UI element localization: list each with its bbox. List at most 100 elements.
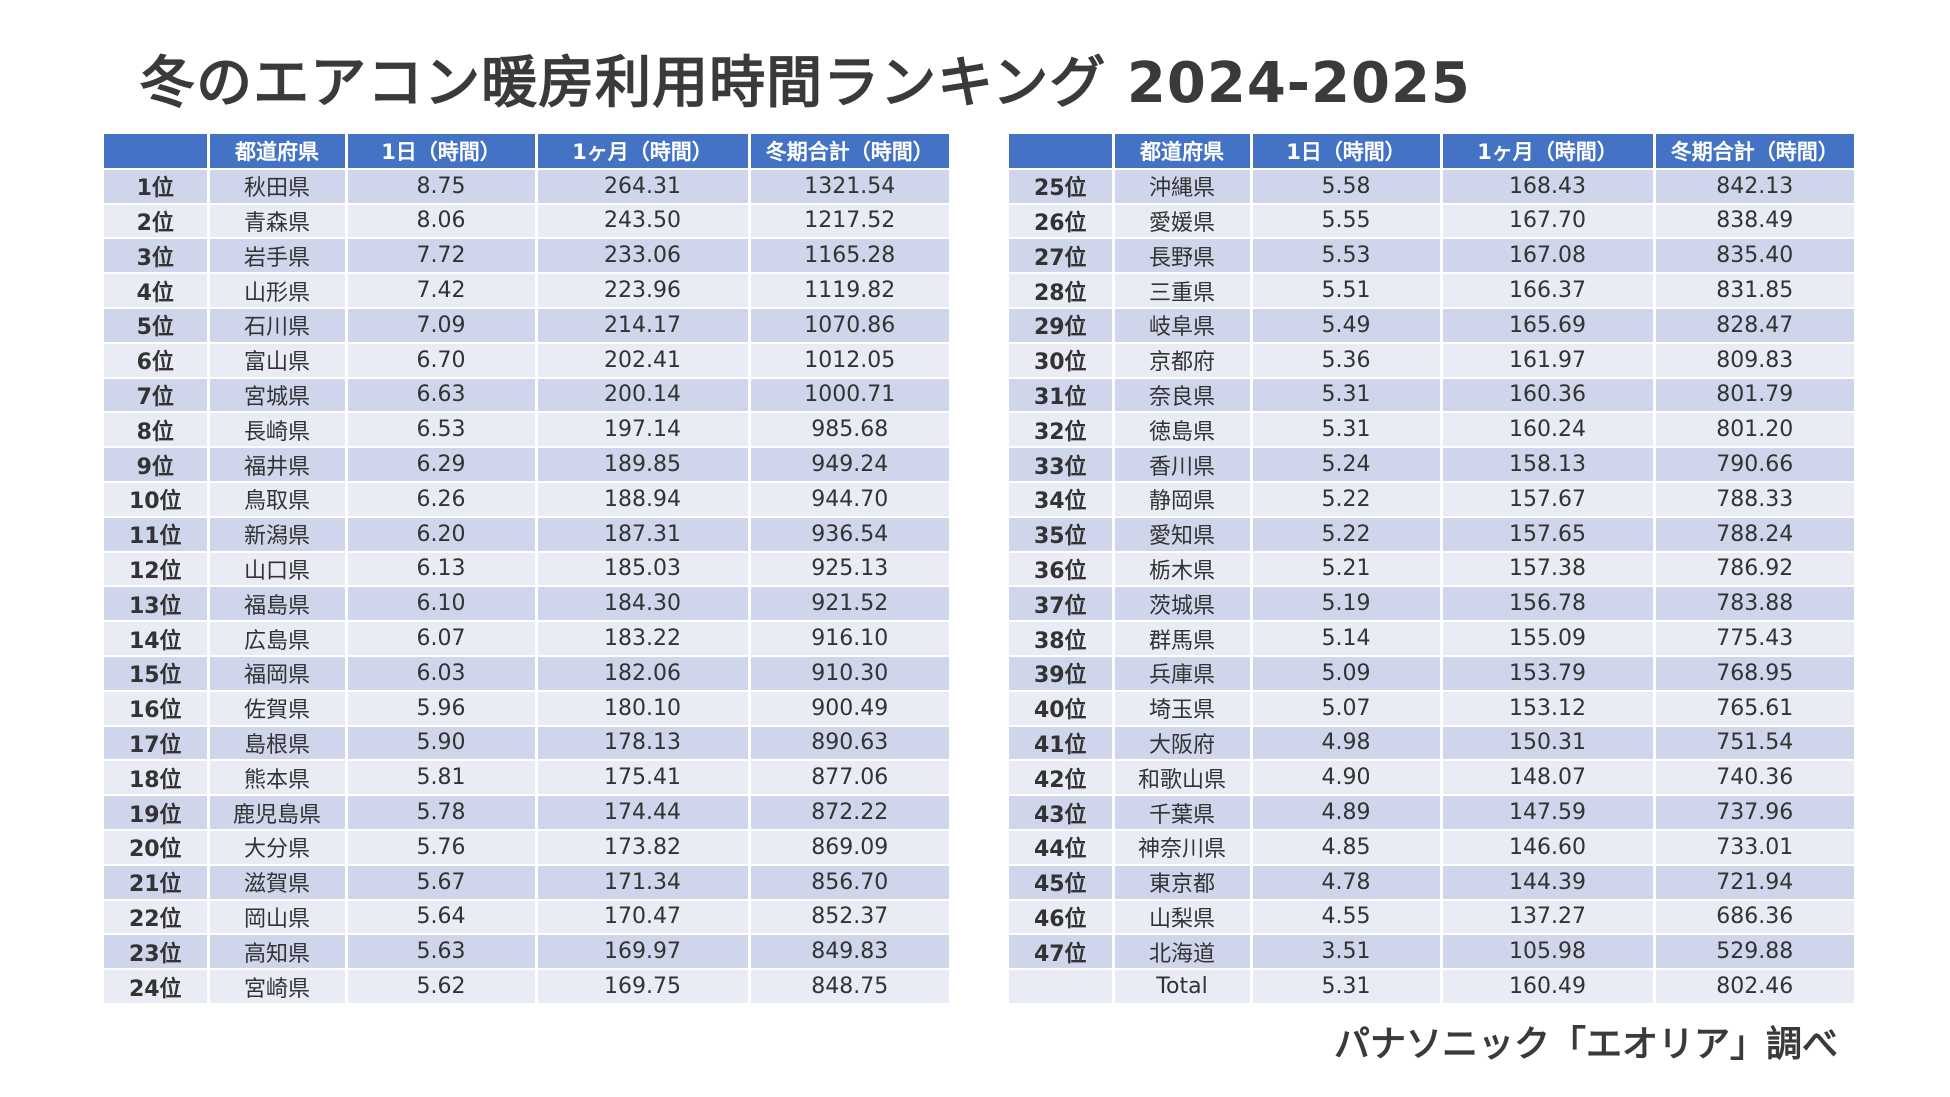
table-row: 43位 千葉県 4.89 147.59 737.96 [1009, 795, 1854, 831]
rank-cell: 18位 [104, 760, 210, 797]
table-row: 31位 奈良県 5.31 160.36 801.79 [1009, 377, 1854, 414]
prefecture-cell: 千葉県 [1113, 795, 1253, 831]
per-month-cell: 105.98 [1441, 934, 1656, 971]
rank-cell: 24位 [104, 969, 210, 1005]
per-month-cell: 183.22 [536, 621, 751, 657]
rank-cell: 32位 [1009, 412, 1115, 449]
rank-cell: 11位 [104, 516, 210, 553]
table-row: 23位 高知県 5.63 169.97 849.83 [104, 934, 949, 971]
winter-total-cell: 802.46 [1654, 969, 1854, 1005]
table-row: 5位 石川県 7.09 214.17 1070.86 [104, 307, 949, 344]
winter-total-cell: 1321.54 [749, 168, 949, 205]
winter-total-cell: 740.36 [1654, 760, 1854, 797]
prefecture-cell: 鳥取県 [208, 481, 348, 518]
per-month-cell: 167.08 [1441, 238, 1656, 275]
prefecture-cell: 福岡県 [208, 655, 348, 692]
per-day-cell: 5.78 [346, 795, 538, 831]
rank-cell: 22位 [104, 899, 210, 936]
header-per-month: 1ヶ月（時間） [536, 134, 751, 170]
rank-cell: 34位 [1009, 481, 1115, 518]
table-row: 26位 愛媛県 5.55 167.70 838.49 [1009, 203, 1854, 240]
per-month-cell: 168.43 [1441, 168, 1656, 205]
per-day-cell: 6.53 [346, 412, 538, 449]
prefecture-cell: 山梨県 [1113, 899, 1253, 936]
per-day-cell: 5.67 [346, 864, 538, 901]
winter-total-cell: 786.92 [1654, 551, 1854, 588]
prefecture-cell: 愛媛県 [1113, 203, 1253, 240]
prefecture-cell: 石川県 [208, 307, 348, 344]
winter-total-cell: 852.37 [749, 899, 949, 936]
table-header-row: 都道府県 1日（時間） 1ヶ月（時間） 冬期合計（時間） [104, 134, 949, 170]
header-prefecture: 都道府県 [208, 134, 348, 170]
per-day-cell: 4.85 [1251, 829, 1443, 866]
rank-cell: 2位 [104, 203, 210, 240]
rank-cell: 23位 [104, 934, 210, 971]
rank-cell: 25位 [1009, 168, 1115, 205]
table-row: 47位 北海道 3.51 105.98 529.88 [1009, 934, 1854, 971]
per-day-cell: 5.76 [346, 829, 538, 866]
rank-cell: 1位 [104, 168, 210, 205]
rank-cell: 28位 [1009, 273, 1115, 309]
prefecture-cell: Total [1113, 969, 1253, 1005]
per-month-cell: 171.34 [536, 864, 751, 901]
table-row: 22位 岡山県 5.64 170.47 852.37 [104, 899, 949, 936]
rank-cell: 12位 [104, 551, 210, 588]
prefecture-cell: 奈良県 [1113, 377, 1253, 414]
rank-cell: 47位 [1009, 934, 1115, 971]
rank-cell: 35位 [1009, 516, 1115, 553]
prefecture-cell: 宮城県 [208, 377, 348, 414]
source-note: パナソニック「エオリア」調べ [1333, 1024, 1838, 1065]
rank-cell: 7位 [104, 377, 210, 414]
per-day-cell: 8.06 [346, 203, 538, 240]
rank-cell: 42位 [1009, 760, 1115, 797]
table-row: 21位 滋賀県 5.67 171.34 856.70 [104, 864, 949, 901]
per-month-cell: 157.38 [1441, 551, 1656, 588]
table-row: 13位 福島県 6.10 184.30 921.52 [104, 586, 949, 623]
table-row: 46位 山梨県 4.55 137.27 686.36 [1009, 899, 1854, 936]
per-day-cell: 6.13 [346, 551, 538, 588]
rank-cell: 17位 [104, 725, 210, 762]
winter-total-cell: 801.79 [1654, 377, 1854, 414]
rank-cell: 20位 [104, 829, 210, 866]
prefecture-cell: 愛知県 [1113, 516, 1253, 553]
table-row: 36位 栃木県 5.21 157.38 786.92 [1009, 551, 1854, 588]
per-month-cell: 188.94 [536, 481, 751, 518]
table-row: 28位 三重県 5.51 166.37 831.85 [1009, 273, 1854, 309]
table-row: 34位 静岡県 5.22 157.67 788.33 [1009, 481, 1854, 518]
table-row: 40位 埼玉県 5.07 153.12 765.61 [1009, 690, 1854, 727]
table-row: 32位 徳島県 5.31 160.24 801.20 [1009, 412, 1854, 449]
per-month-cell: 169.75 [536, 969, 751, 1005]
per-day-cell: 5.36 [1251, 342, 1443, 379]
prefecture-cell: 長野県 [1113, 238, 1253, 275]
table-row: 20位 大分県 5.76 173.82 869.09 [104, 829, 949, 866]
rank-cell: 16位 [104, 690, 210, 727]
per-month-cell: 264.31 [536, 168, 751, 205]
per-day-cell: 4.89 [1251, 795, 1443, 831]
per-day-cell: 8.75 [346, 168, 538, 205]
per-day-cell: 5.31 [1251, 377, 1443, 414]
per-month-cell: 156.78 [1441, 586, 1656, 623]
winter-total-cell: 828.47 [1654, 307, 1854, 344]
per-day-cell: 5.22 [1251, 481, 1443, 518]
table-row: 19位 鹿児島県 5.78 174.44 872.22 [104, 795, 949, 831]
rank-cell [1009, 969, 1115, 1005]
prefecture-cell: 栃木県 [1113, 551, 1253, 588]
table-row: 2位 青森県 8.06 243.50 1217.52 [104, 203, 949, 240]
winter-total-cell: 775.43 [1654, 621, 1854, 657]
per-month-cell: 174.44 [536, 795, 751, 831]
per-month-cell: 165.69 [1441, 307, 1656, 344]
table-row: 11位 新潟県 6.20 187.31 936.54 [104, 516, 949, 553]
rank-cell: 33位 [1009, 447, 1115, 483]
rank-cell: 14位 [104, 621, 210, 657]
ranking-table-left: 都道府県 1日（時間） 1ヶ月（時間） 冬期合計（時間） 1位 秋田県 8.75 26… [104, 134, 949, 1005]
prefecture-cell: 沖縄県 [1113, 168, 1253, 205]
per-day-cell: 5.62 [346, 969, 538, 1005]
per-day-cell: 5.14 [1251, 621, 1443, 657]
header-rank [1009, 134, 1115, 170]
per-month-cell: 153.79 [1441, 655, 1656, 692]
winter-total-cell: 921.52 [749, 586, 949, 623]
per-month-cell: 160.36 [1441, 377, 1656, 414]
per-day-cell: 4.90 [1251, 760, 1443, 797]
ranking-table-right: 都道府県 1日（時間） 1ヶ月（時間） 冬期合計（時間） 25位 沖縄県 5.58 1… [1009, 134, 1854, 1005]
rank-cell: 29位 [1009, 307, 1115, 344]
